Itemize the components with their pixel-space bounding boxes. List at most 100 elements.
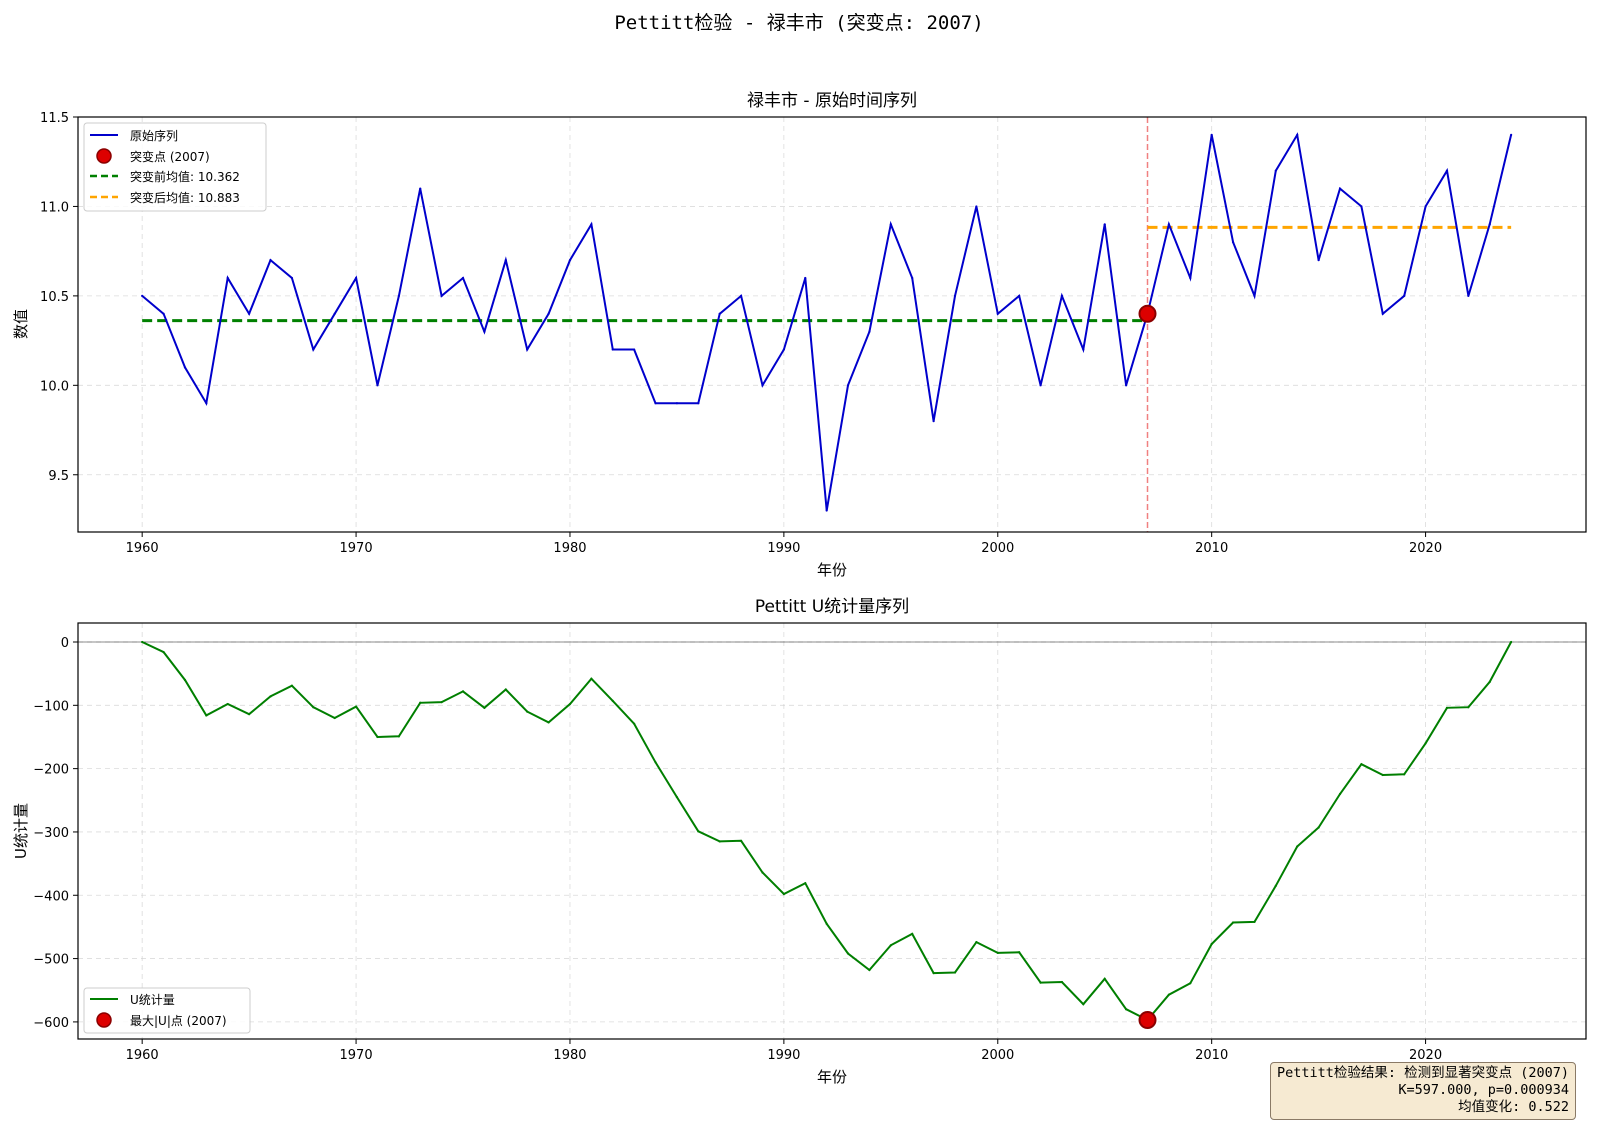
u-statistic-point [590, 677, 593, 680]
u-statistic-point [419, 701, 422, 704]
original-series-point [1381, 312, 1384, 315]
u-statistic-point [718, 840, 721, 843]
p2-xtick-label: 2000 [981, 1048, 1014, 1063]
u-statistic-point [611, 699, 614, 702]
original-series-point [1231, 241, 1235, 244]
result-line-1: Pettitt检验结果: 检测到显著突变点 (2007) [1276, 1065, 1569, 1081]
u-statistic-point [953, 971, 957, 974]
p2-xtick-label: 1990 [767, 1048, 800, 1063]
p1-ytick-label: 11.5 [40, 111, 69, 126]
original-series-point [590, 223, 593, 226]
original-series-point [1210, 133, 1213, 136]
p1-xtick-label: 1990 [767, 541, 800, 556]
u-statistic-point [846, 952, 850, 955]
u-statistic-point [1274, 884, 1277, 887]
original-series-point [1488, 223, 1491, 226]
u-statistic-point [675, 796, 679, 799]
u-statistic-point [996, 951, 999, 954]
u-statistic-point [504, 688, 507, 691]
p2-ytick-label: −400 [33, 889, 69, 904]
original-series-point [568, 259, 572, 262]
legend-change-point: 突变点 (2007) [130, 149, 210, 164]
legend-u-statistic: U统计量 [130, 993, 175, 1007]
original-series-point [761, 384, 764, 387]
original-series-point [697, 402, 700, 405]
u-statistic-point [633, 722, 636, 725]
p2-xtick-label: 2010 [1195, 1048, 1228, 1063]
u-statistic-point [354, 705, 358, 708]
original-series-point [226, 276, 229, 280]
original-series-point [333, 312, 336, 315]
original-series-point [1103, 223, 1106, 226]
panel2-grid [78, 623, 1586, 1039]
u-statistic-point [269, 695, 272, 698]
original-series-point [419, 187, 422, 190]
u-statistic-point [804, 882, 807, 885]
u-statistic-point [1424, 742, 1427, 745]
result-line-3: 均值变化: 0.522 [1458, 1099, 1569, 1115]
u-statistic-point [526, 710, 529, 713]
original-series-point [1274, 169, 1277, 172]
change-point-marker [1138, 304, 1157, 323]
original-series-point [1082, 348, 1085, 351]
panel1-series [141, 132, 1513, 512]
panel1-xlabel: 年份 [817, 561, 847, 579]
legend-mean-after: 突变后均值: 10.883 [130, 190, 240, 205]
u-statistic-point [1018, 951, 1021, 954]
original-series-point [1189, 276, 1192, 280]
p1-ytick-label: 9.5 [48, 469, 69, 484]
original-series-point [911, 276, 914, 280]
panel2-title: Pettitt U统计量序列 [755, 597, 909, 617]
u-statistic-point [697, 830, 700, 833]
legend-max-u-point: 最大|U|点 (2007) [130, 1014, 227, 1028]
u-statistic-point [162, 651, 165, 654]
original-series-point [397, 294, 400, 297]
original-series-point [1039, 384, 1042, 387]
original-series-point [1060, 294, 1064, 297]
u-statistic-point [568, 702, 572, 706]
u-statistic-point [975, 941, 978, 944]
original-series-point [248, 312, 251, 315]
original-series-point [290, 276, 294, 280]
u-statistic-point [1082, 1003, 1085, 1006]
legend-mean-before: 突变前均值: 10.362 [130, 169, 240, 184]
u-statistic-point [782, 892, 785, 896]
original-series-point [718, 312, 721, 315]
u-statistic-point [1189, 982, 1192, 985]
u-statistic-point [205, 714, 208, 717]
original-series-point [1253, 294, 1256, 297]
original-series-point [269, 259, 272, 262]
u-statistic-point [1231, 921, 1235, 924]
original-series-point [633, 348, 636, 351]
original-series-point [932, 419, 935, 423]
result-line-2: K=597.000, p=0.000934 [1398, 1082, 1569, 1098]
panel2-ylabel: U统计量 [12, 803, 30, 859]
panel1-title: 禄丰市 - 原始时间序列 [747, 91, 917, 111]
original-series-point [1467, 294, 1470, 297]
u-statistic-point [868, 968, 871, 972]
original-series-point [804, 276, 807, 280]
original-series-point [654, 402, 657, 405]
u-statistic-point [1445, 706, 1449, 709]
u-statistic-point [1060, 980, 1064, 984]
p2-ytick-label: −500 [33, 953, 69, 968]
panel2-xlabel: 年份 [817, 1068, 847, 1086]
original-series-point [354, 276, 358, 280]
original-series-point [1317, 259, 1320, 262]
original-series-point [996, 312, 999, 315]
original-series-point [825, 509, 828, 512]
panel1-legend: 原始序列 突变点 (2007) 突变前均值: 10.362 突变后均值: 10.… [83, 122, 267, 212]
original-series-point [483, 330, 486, 333]
u-statistic-point [312, 706, 315, 709]
p2-ytick-label: −600 [33, 1016, 69, 1031]
panel1-axes-frame [77, 116, 1587, 533]
u-statistic-point [932, 972, 935, 975]
p1-xtick-label: 1970 [340, 541, 373, 556]
u-statistic-point [1317, 826, 1320, 829]
original-series-point [868, 330, 871, 333]
u-statistic-point [825, 922, 828, 925]
original-series-point [675, 402, 679, 405]
u-statistic-point [1296, 845, 1299, 848]
original-series-point [1403, 294, 1406, 297]
original-series-point [440, 294, 443, 297]
